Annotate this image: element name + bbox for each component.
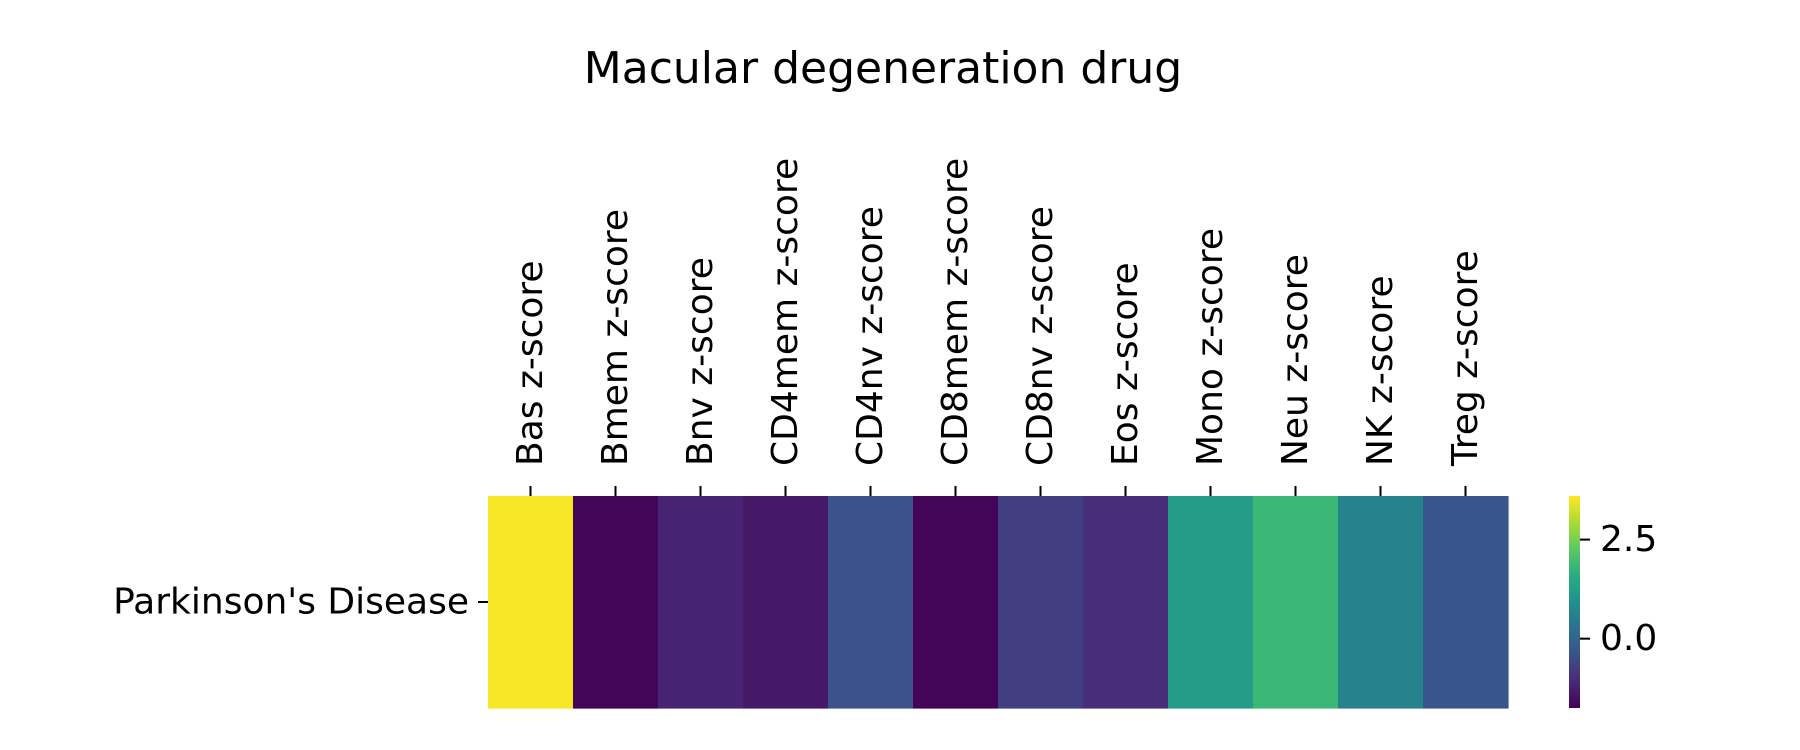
heatmap-cell	[998, 496, 1084, 709]
chart-title: Macular degeneration drug	[584, 43, 1182, 94]
column-label: CD4nv z-score	[850, 206, 891, 466]
colorbar: 2.5 0.0	[1569, 496, 1657, 708]
heatmap-cell	[488, 496, 574, 709]
column-label: CD8nv z-score	[1020, 206, 1061, 466]
column-label: Bnv z-score	[680, 257, 721, 466]
heatmap-cell	[828, 496, 914, 709]
column-label: CD8mem z-score	[935, 158, 976, 466]
heatmap-cell	[1253, 496, 1339, 709]
heatmap-cells	[488, 496, 1509, 709]
colorbar-tick-label: 2.5	[1600, 519, 1657, 560]
column-label: Mono z-score	[1190, 228, 1231, 466]
column-label: Neu z-score	[1275, 254, 1316, 466]
heatmap-cell	[1168, 496, 1254, 709]
column-label: Bmem z-score	[595, 209, 636, 466]
heatmap-cell	[743, 496, 829, 709]
heatmap-cell	[658, 496, 744, 709]
heatmap-cell	[1083, 496, 1169, 709]
heatmap-cell	[913, 496, 999, 709]
row-labels: Parkinson's Disease	[113, 582, 488, 623]
column-label: Eos z-score	[1105, 262, 1146, 466]
column-label: Treg z-score	[1445, 250, 1486, 467]
heatmap-cell	[1338, 496, 1424, 709]
column-label: Bas z-score	[510, 260, 551, 466]
heatmap-cell	[573, 496, 659, 709]
column-label: CD4mem z-score	[765, 158, 806, 466]
colorbar-tick-label: 0.0	[1600, 618, 1657, 659]
column-labels: Bas z-score Bmem z-score Bnv z-score CD4mem…	[510, 158, 1486, 496]
column-label: NK z-score	[1360, 275, 1401, 466]
colorbar-gradient	[1569, 496, 1580, 708]
heatmap-cell	[1423, 496, 1509, 709]
row-label: Parkinson's Disease	[113, 582, 469, 623]
